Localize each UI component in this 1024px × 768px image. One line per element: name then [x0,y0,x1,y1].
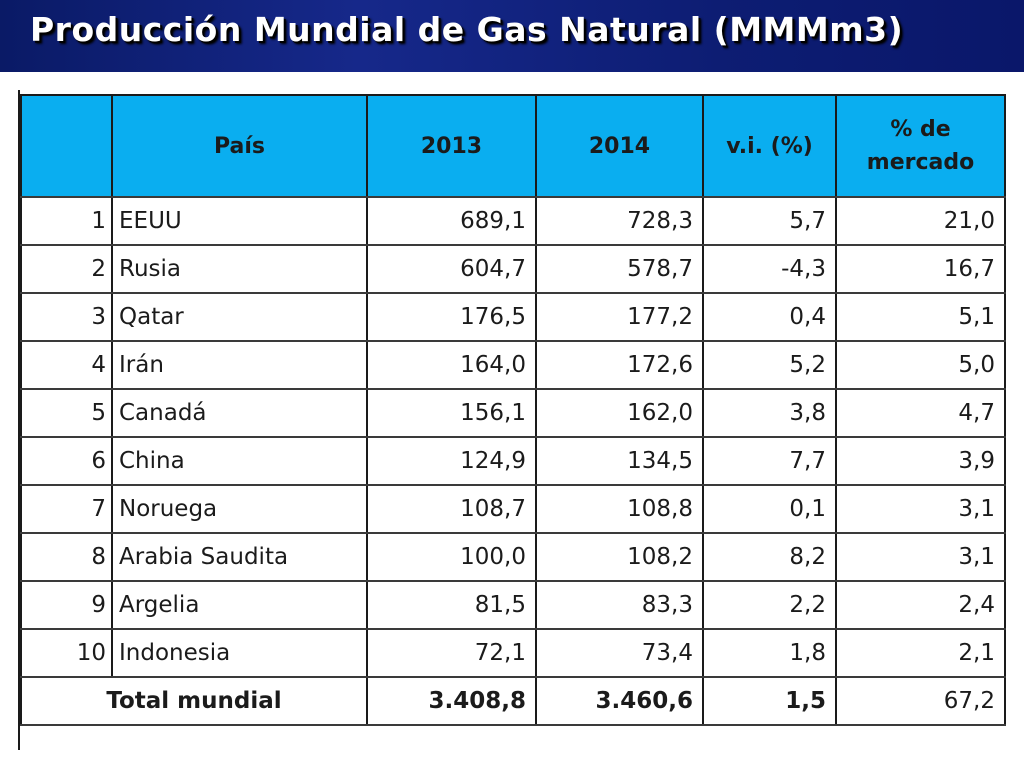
table-row: 8 Arabia Saudita 100,0 108,2 8,2 3,1 [20,532,1006,582]
cell-2014: 108,8 [535,484,704,534]
cell-country: Irán [111,340,368,390]
cell-country: Canadá [111,388,368,438]
cell-market-share: 21,0 [835,196,1006,246]
cell-country: Argelia [111,580,368,630]
cell-2013: 689,1 [366,196,537,246]
cell-2014: 162,0 [535,388,704,438]
cell-2014: 172,6 [535,340,704,390]
cell-vi: 5,7 [702,196,837,246]
cell-country: Arabia Saudita [111,532,368,582]
cell-vi: 1,8 [702,628,837,678]
cell-rank: 6 [20,436,113,486]
cell-rank: 4 [20,340,113,390]
cell-rank: 8 [20,532,113,582]
cell-market-share: 2,1 [835,628,1006,678]
cell-country: EEUU [111,196,368,246]
table-row: 9 Argelia 81,5 83,3 2,2 2,4 [20,580,1006,630]
cell-market-share: 16,7 [835,244,1006,294]
cell-market-share: 3,9 [835,436,1006,486]
cell-market-share: 4,7 [835,388,1006,438]
cell-rank: 1 [20,196,113,246]
slide-title: Producción Mundial de Gas Natural (MMMm3… [30,10,904,49]
header-market-share: % de mercado [835,94,1006,198]
header-country: País [111,94,368,198]
cell-rank: 2 [20,244,113,294]
cell-2013: 124,9 [366,436,537,486]
cell-2013: 100,0 [366,532,537,582]
left-rule [18,90,20,750]
cell-vi: 2,2 [702,580,837,630]
cell-country: Qatar [111,292,368,342]
cell-country: Rusia [111,244,368,294]
cell-vi: -4,3 [702,244,837,294]
table-row: 3 Qatar 176,5 177,2 0,4 5,1 [20,292,1006,342]
total-2014: 3.460,6 [535,676,704,726]
cell-vi: 0,1 [702,484,837,534]
cell-country: China [111,436,368,486]
cell-2013: 156,1 [366,388,537,438]
cell-2013: 176,5 [366,292,537,342]
cell-vi: 3,8 [702,388,837,438]
header-rank [20,94,113,198]
gas-production-table: País 2013 2014 v.i. (%) % de mercado 1 EE… [20,94,1006,726]
table-row: 1 EEUU 689,1 728,3 5,7 21,0 [20,196,1006,246]
cell-2014: 578,7 [535,244,704,294]
cell-country: Noruega [111,484,368,534]
cell-2013: 72,1 [366,628,537,678]
total-label: Total mundial [20,676,368,726]
table-row: 2 Rusia 604,7 578,7 -4,3 16,7 [20,244,1006,294]
cell-2014: 73,4 [535,628,704,678]
cell-2013: 108,7 [366,484,537,534]
cell-vi: 0,4 [702,292,837,342]
cell-vi: 8,2 [702,532,837,582]
table-row: 5 Canadá 156,1 162,0 3,8 4,7 [20,388,1006,438]
total-vi: 1,5 [702,676,837,726]
total-row: Total mundial 3.408,8 3.460,6 1,5 67,2 [20,676,1006,726]
cell-market-share: 2,4 [835,580,1006,630]
table-row: 7 Noruega 108,7 108,8 0,1 3,1 [20,484,1006,534]
cell-vi: 7,7 [702,436,837,486]
cell-2014: 177,2 [535,292,704,342]
table-body: 1 EEUU 689,1 728,3 5,7 21,0 2 Rusia 604,7 578,7 -4… [20,196,1006,678]
cell-2014: 134,5 [535,436,704,486]
table-row: 4 Irán 164,0 172,6 5,2 5,0 [20,340,1006,390]
cell-rank: 10 [20,628,113,678]
cell-2014: 108,2 [535,532,704,582]
header-vi: v.i. (%) [702,94,837,198]
cell-2013: 164,0 [366,340,537,390]
cell-market-share: 3,1 [835,532,1006,582]
cell-rank: 5 [20,388,113,438]
cell-2014: 728,3 [535,196,704,246]
total-2013: 3.408,8 [366,676,537,726]
cell-rank: 7 [20,484,113,534]
cell-country: Indonesia [111,628,368,678]
cell-rank: 3 [20,292,113,342]
table-row: 6 China 124,9 134,5 7,7 3,9 [20,436,1006,486]
cell-2014: 83,3 [535,580,704,630]
cell-market-share: 3,1 [835,484,1006,534]
cell-vi: 5,2 [702,340,837,390]
cell-market-share: 5,0 [835,340,1006,390]
cell-2013: 81,5 [366,580,537,630]
title-bar: Producción Mundial de Gas Natural (MMMm3… [0,0,1024,72]
table-header-row: País 2013 2014 v.i. (%) % de mercado [20,94,1006,198]
header-2014: 2014 [535,94,704,198]
total-market-share: 67,2 [835,676,1006,726]
header-2013: 2013 [366,94,537,198]
data-table-container: País 2013 2014 v.i. (%) % de mercado 1 EE… [20,94,1006,726]
cell-2013: 604,7 [366,244,537,294]
cell-market-share: 5,1 [835,292,1006,342]
cell-rank: 9 [20,580,113,630]
table-row: 10 Indonesia 72,1 73,4 1,8 2,1 [20,628,1006,678]
